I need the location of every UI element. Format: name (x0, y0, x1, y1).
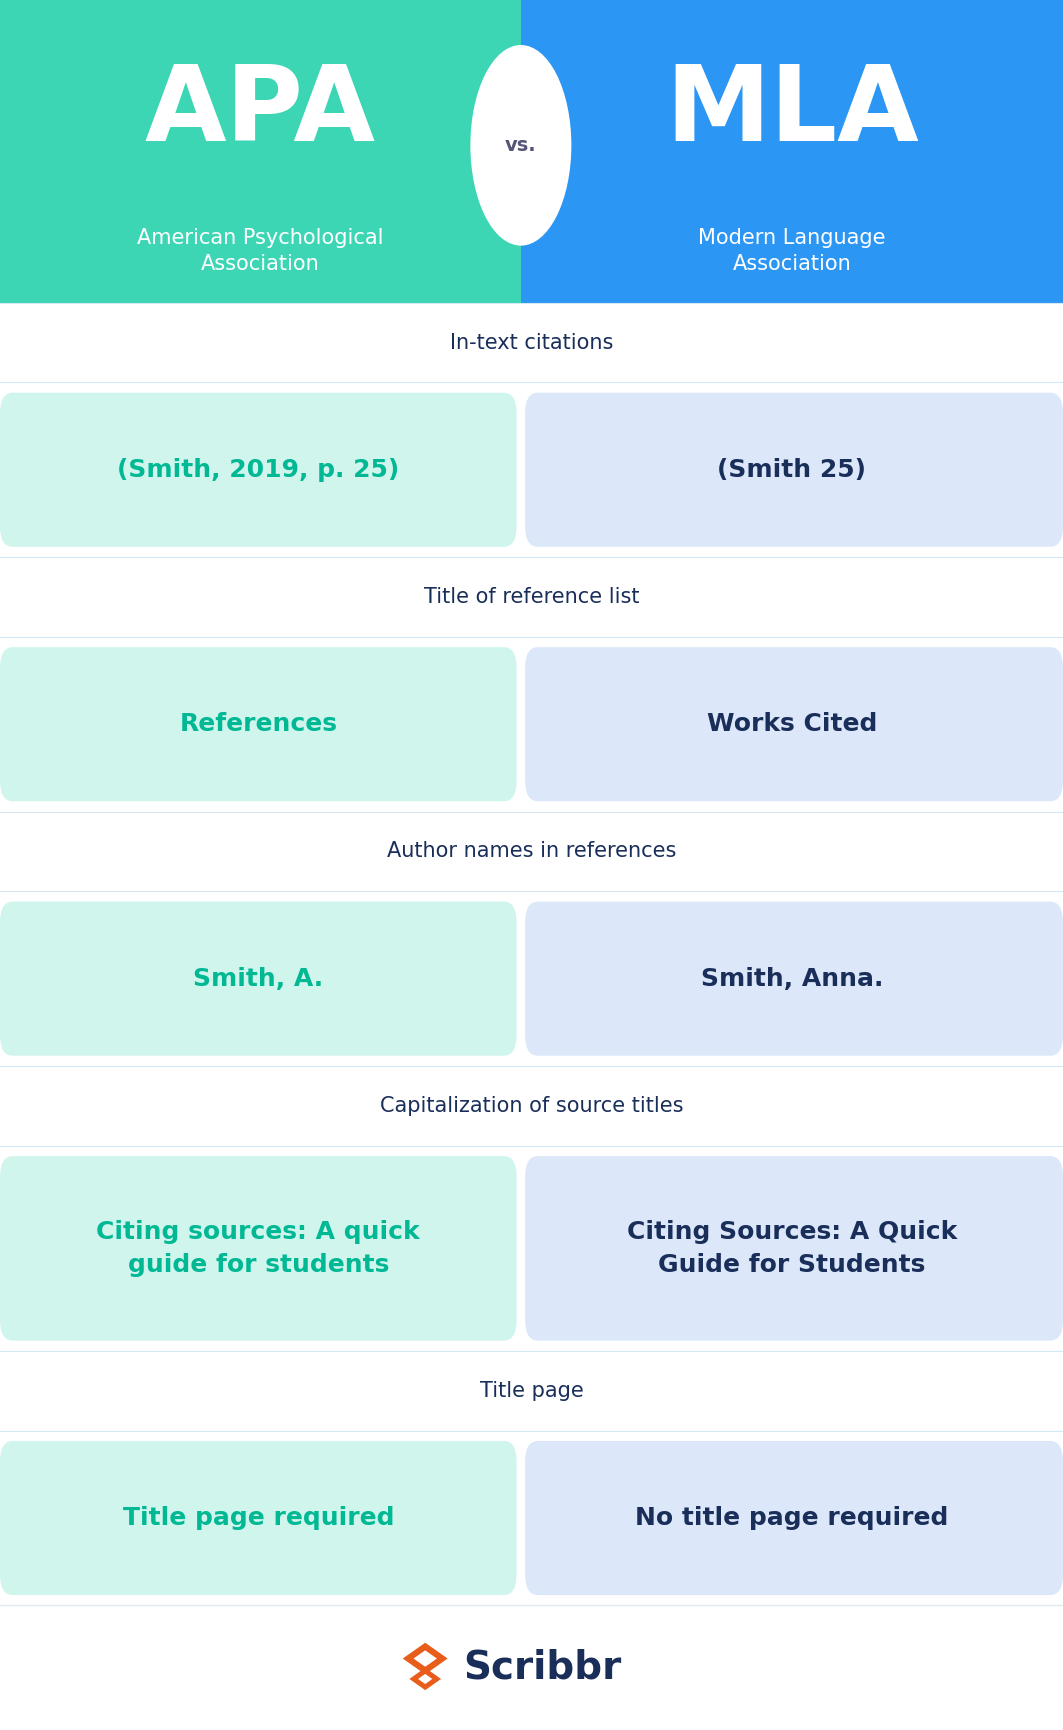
Text: No title page required: No title page required (636, 1507, 948, 1529)
Text: Citing sources: A quick
guide for students: Citing sources: A quick guide for studen… (97, 1220, 420, 1277)
FancyBboxPatch shape (525, 393, 1063, 547)
Bar (521, 0, 1063, 303)
FancyBboxPatch shape (525, 647, 1063, 801)
FancyBboxPatch shape (0, 901, 517, 1055)
Polygon shape (414, 1650, 437, 1666)
Text: References: References (180, 713, 337, 737)
Text: Smith, Anna.: Smith, Anna. (701, 967, 883, 991)
FancyBboxPatch shape (525, 1441, 1063, 1595)
Bar (0, 1351, 1063, 1431)
Text: (Smith, 2019, p. 25): (Smith, 2019, p. 25) (117, 458, 400, 481)
Text: Works Cited: Works Cited (707, 713, 877, 737)
Text: Capitalization of source titles: Capitalization of source titles (379, 1095, 684, 1116)
Bar (0, 811, 1063, 891)
Text: MLA: MLA (665, 61, 918, 163)
FancyBboxPatch shape (0, 1156, 517, 1341)
Bar (0, 557, 1063, 637)
Polygon shape (418, 1675, 433, 1683)
Text: Title page required: Title page required (122, 1507, 394, 1529)
Text: Title page: Title page (479, 1381, 584, 1401)
Text: In-text citations: In-text citations (450, 332, 613, 353)
Bar (0, 1066, 1063, 1145)
FancyBboxPatch shape (0, 1441, 517, 1595)
Text: APA: APA (145, 61, 376, 163)
Text: Smith, A.: Smith, A. (193, 967, 323, 991)
Text: Citing Sources: A Quick
Guide for Students: Citing Sources: A Quick Guide for Studen… (627, 1220, 957, 1277)
Polygon shape (403, 1644, 448, 1675)
Text: American Psychological
Association: American Psychological Association (137, 228, 384, 275)
Text: vs.: vs. (505, 137, 537, 154)
Bar (0, 0, 521, 303)
FancyBboxPatch shape (0, 393, 517, 547)
FancyBboxPatch shape (0, 647, 517, 801)
Text: Modern Language
Association: Modern Language Association (698, 228, 885, 275)
Text: Scribbr: Scribbr (463, 1649, 622, 1687)
Text: Author names in references: Author names in references (387, 841, 676, 862)
Text: Title of reference list: Title of reference list (424, 586, 639, 607)
Ellipse shape (470, 45, 572, 246)
FancyBboxPatch shape (525, 901, 1063, 1055)
Bar (0, 303, 1063, 382)
FancyBboxPatch shape (525, 1156, 1063, 1341)
Bar (0, 1605, 1063, 1730)
Text: (Smith 25): (Smith 25) (718, 458, 866, 481)
Polygon shape (409, 1668, 441, 1690)
